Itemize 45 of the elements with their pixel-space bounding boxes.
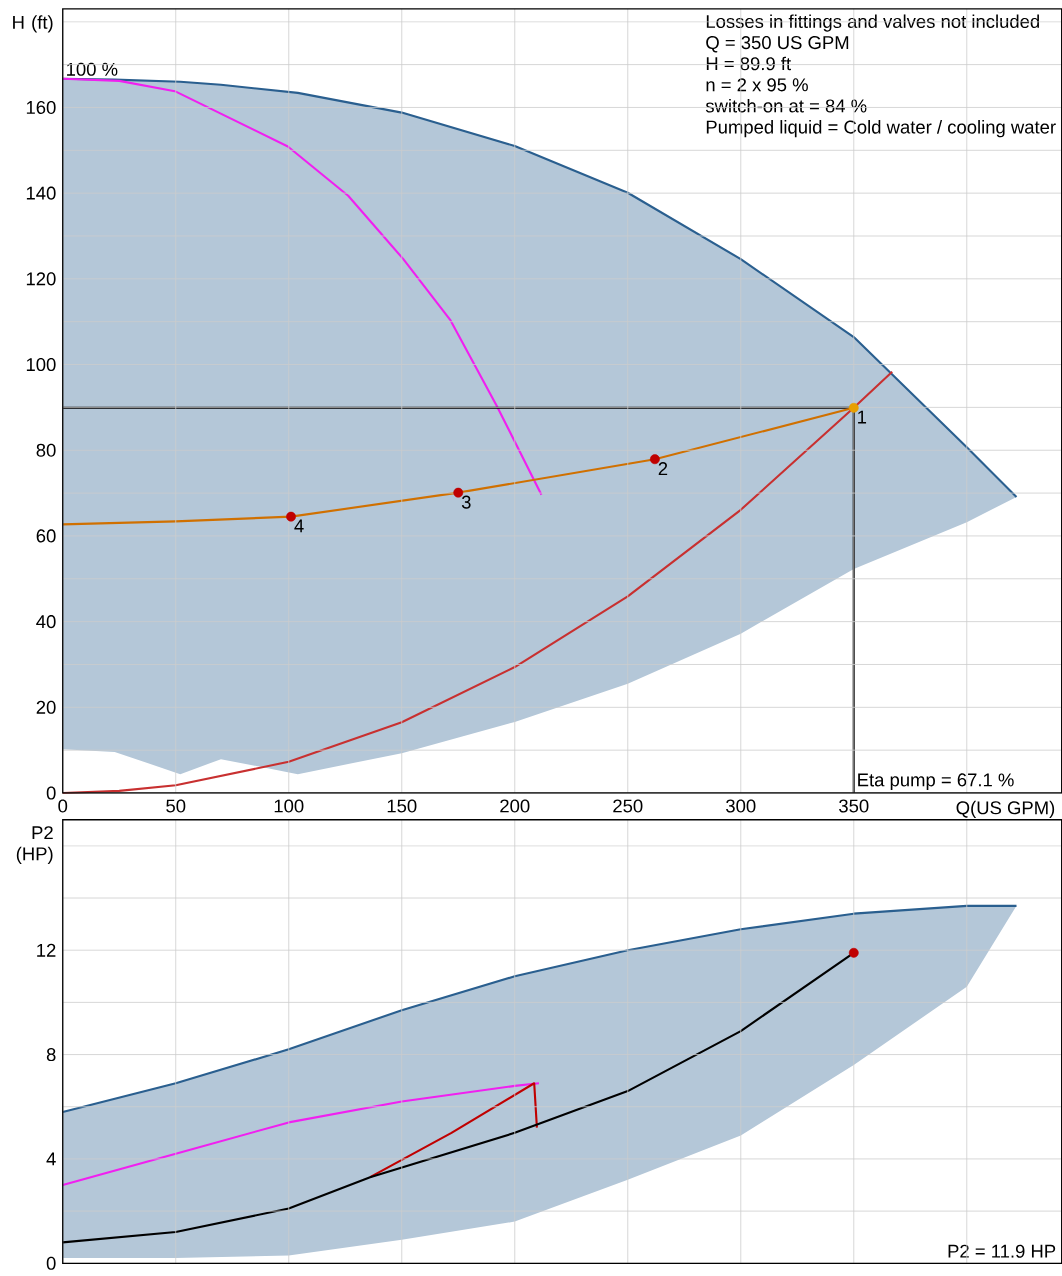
annotation: Q = 350 US GPM xyxy=(706,36,848,53)
x-tick-label: 350 xyxy=(838,799,869,813)
y-tick-label: 100 xyxy=(26,357,56,372)
x-tick-label: 250 xyxy=(613,799,643,813)
y-tick-label: 20 xyxy=(36,700,56,714)
annotation: n = 2 x 95 % xyxy=(706,78,808,92)
y-axis-title: P2 (HP) xyxy=(16,826,53,865)
y-tick-label: 0 xyxy=(46,1256,56,1270)
line-series xyxy=(368,1082,538,1179)
y-tick-label: 80 xyxy=(36,443,56,457)
annotation: 3 xyxy=(461,495,471,509)
x-axis-title: Q(US GPM) xyxy=(956,800,1054,818)
annotation: 100 % xyxy=(66,62,118,76)
y-tick-label: 4 xyxy=(46,1152,56,1166)
y-tick-label: 140 xyxy=(26,186,56,200)
annotation: H = 89.9 ft xyxy=(706,56,791,71)
point xyxy=(453,487,463,498)
annotation: 1 xyxy=(857,410,866,424)
line-series xyxy=(61,77,543,496)
y-tick-label: 8 xyxy=(46,1048,56,1062)
x-tick-label: 100 xyxy=(274,799,304,813)
y-tick-label: 60 xyxy=(36,529,56,543)
point xyxy=(285,511,296,522)
annotation: Eta pump = 67.1 % xyxy=(858,773,1014,791)
annotation: P2 = 11.9 HP xyxy=(948,1244,1056,1258)
line-series xyxy=(61,1082,540,1187)
x-tick-label: 0 xyxy=(58,799,67,813)
y-tick-label: 0 xyxy=(46,786,56,800)
y-tick-label: 160 xyxy=(26,100,56,114)
annotation: 2 xyxy=(658,462,667,476)
point xyxy=(649,454,660,465)
annotation: Pumped liquid = Cold water / cooling water xyxy=(706,120,1056,138)
line-series xyxy=(61,904,1018,1114)
annotation: switch-on at = 84 % xyxy=(705,98,867,113)
y-tick-label: 120 xyxy=(26,272,56,286)
x-tick-label: 200 xyxy=(500,799,530,813)
annotation: Losses in fittings and valves not included xyxy=(706,14,1039,32)
y-tick-label: 12 xyxy=(37,943,56,957)
y-axis-title: H (ft) xyxy=(12,15,53,33)
y-tick-label: 40 xyxy=(36,615,56,629)
x-tick-label: 300 xyxy=(725,799,756,813)
point xyxy=(848,402,859,413)
annotation: 4 xyxy=(294,519,304,533)
x-tick-label: 50 xyxy=(166,799,186,813)
x-tick-label: 150 xyxy=(387,799,417,813)
